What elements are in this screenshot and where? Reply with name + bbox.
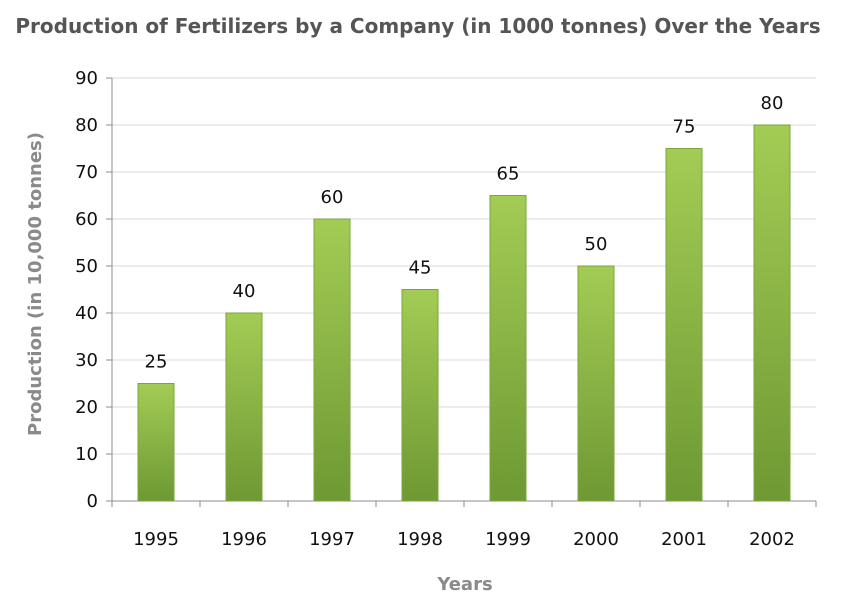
y-tick-label: 70 [75, 162, 98, 183]
data-label: 25 [145, 352, 168, 373]
data-label: 80 [761, 93, 784, 114]
data-label: 75 [673, 117, 696, 138]
x-tick-label: 2000 [573, 529, 619, 550]
x-tick-label: 2001 [661, 529, 707, 550]
data-label: 45 [409, 258, 432, 279]
x-tick-label: 2002 [749, 529, 795, 550]
bar [225, 312, 263, 502]
y-tick-label: 20 [75, 397, 98, 418]
y-tick-label: 30 [75, 350, 98, 371]
labels: 0 10 20 30 40 50 60 70 80 90 25 1995 40 1996 60 1997 45 1… [75, 68, 795, 550]
bar [489, 195, 527, 502]
data-label: 50 [585, 234, 608, 255]
y-tick-label: 60 [75, 209, 98, 230]
y-tick-label: 50 [75, 256, 98, 277]
data-label: 65 [497, 164, 520, 185]
data-label: 40 [233, 281, 256, 302]
bar [577, 265, 615, 502]
bar [665, 148, 703, 502]
bars [137, 124, 791, 502]
data-label: 60 [321, 187, 344, 208]
x-tick-label: 1996 [221, 529, 267, 550]
x-tick-label: 1997 [309, 529, 355, 550]
y-tick-label: 80 [75, 115, 98, 136]
y-tick-label: 90 [75, 68, 98, 89]
x-tick-label: 1998 [397, 529, 443, 550]
x-tick-label: 1999 [485, 529, 531, 550]
bar [313, 218, 351, 502]
bar [401, 289, 439, 502]
bar [137, 383, 175, 502]
bar [753, 124, 791, 502]
axes [106, 77, 817, 507]
y-tick-label: 0 [87, 491, 98, 512]
y-tick-label: 10 [75, 444, 98, 465]
x-axis-title: Years [436, 574, 492, 595]
chart-title: Production of Fertilizers by a Company (… [15, 14, 821, 38]
gridlines [112, 77, 816, 455]
x-tick-label: 1995 [133, 529, 179, 550]
y-tick-label: 40 [75, 303, 98, 324]
y-axis-title: Production (in 10,000 tonnes) [25, 132, 46, 436]
